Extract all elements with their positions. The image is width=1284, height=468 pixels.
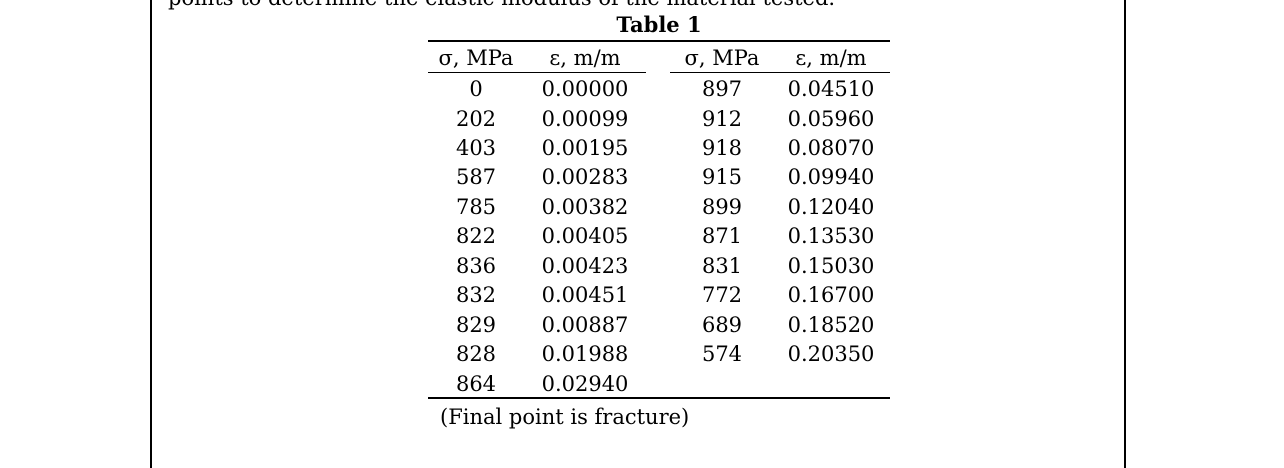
table-cell-stress: 918 — [701, 136, 743, 160]
table-cell-strain: 0.00195 — [541, 136, 629, 160]
table-cell-stress: 403 — [455, 136, 497, 160]
table-cell-stress: 772 — [701, 283, 743, 307]
table-cell-strain: 0.08070 — [787, 136, 875, 160]
table-cell-stress: 912 — [701, 107, 743, 131]
table-cell-stress: 836 — [455, 254, 497, 278]
table-cell-strain: 0.00451 — [541, 283, 629, 307]
table-cell-stress: 831 — [701, 254, 743, 278]
table-cell-stress: 785 — [455, 195, 497, 219]
table-cell-stress: 915 — [701, 165, 743, 189]
page-frame — [150, 0, 1126, 468]
table-title: Table 1 — [616, 12, 702, 37]
table-cell-stress: 828 — [455, 342, 497, 366]
table-cell-strain: 0.15030 — [787, 254, 875, 278]
table-cell-stress: 574 — [701, 342, 743, 366]
table-footnote: (Final point is fracture) — [440, 405, 690, 429]
table-cell-stress: 871 — [701, 224, 743, 248]
table-cell-strain: 0.00283 — [541, 165, 629, 189]
table-cell-strain: 0.20350 — [787, 342, 875, 366]
table-cell-stress: 202 — [455, 107, 497, 131]
table-cell-strain: 0.01988 — [541, 342, 629, 366]
table-cell-strain: 0.05960 — [787, 107, 875, 131]
table-cell-stress: 864 — [455, 372, 497, 396]
table-bottom-rule — [428, 397, 890, 399]
table-cell-stress: 897 — [701, 77, 743, 101]
table-cell-strain: 0.09940 — [787, 165, 875, 189]
header-strain-left: ε, m/m — [549, 46, 621, 70]
table-top-rule — [428, 40, 890, 42]
table-cell-stress: 899 — [701, 195, 743, 219]
table-cell-strain: 0.16700 — [787, 283, 875, 307]
table-cell-stress: 829 — [455, 313, 497, 337]
header-rule-right — [670, 72, 890, 73]
table-cell-stress: 832 — [455, 283, 497, 307]
table-cell-strain: 0.00423 — [541, 254, 629, 278]
table-cell-stress: 0 — [469, 77, 483, 101]
table-cell-stress: 822 — [455, 224, 497, 248]
table-cell-strain: 0.04510 — [787, 77, 875, 101]
table-cell-stress: 587 — [455, 165, 497, 189]
table-cell-strain: 0.13530 — [787, 224, 875, 248]
table-cell-strain: 0.12040 — [787, 195, 875, 219]
cut-off-text-line: points to determine the elastic modulus … — [168, 0, 835, 10]
table-cell-strain: 0.00887 — [541, 313, 629, 337]
header-rule-left — [428, 72, 646, 73]
header-stress-left: σ, MPa — [438, 46, 514, 70]
table-cell-strain: 0.00000 — [541, 77, 629, 101]
table-cell-strain: 0.00405 — [541, 224, 629, 248]
table-cell-strain: 0.00099 — [541, 107, 629, 131]
header-strain-right: ε, m/m — [795, 46, 867, 70]
table-cell-strain: 0.00382 — [541, 195, 629, 219]
table-cell-stress: 689 — [701, 313, 743, 337]
header-stress-right: σ, MPa — [684, 46, 760, 70]
table-cell-strain: 0.18520 — [787, 313, 875, 337]
table-cell-strain: 0.02940 — [541, 372, 629, 396]
